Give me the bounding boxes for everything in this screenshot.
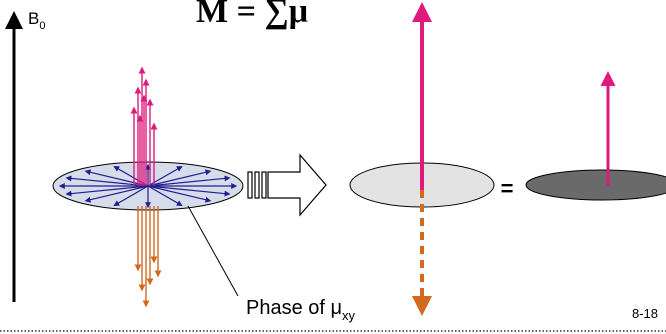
- leader-line: [188, 206, 238, 296]
- transition-arrow: [248, 155, 326, 215]
- phase-label: Phase of μxy: [246, 297, 356, 323]
- dark-disk: [526, 170, 666, 200]
- field-label: B0: [28, 9, 45, 32]
- slide-number: 8-18: [632, 306, 658, 321]
- formula: M = ∑μ: [196, 0, 308, 30]
- page: B0 M = ∑μ Phase of μxy = 8-18 (() => { c…: [0, 0, 666, 334]
- diagram: B0 M = ∑μ Phase of μxy = 8-18: [0, 0, 666, 334]
- spin-cone: [53, 68, 243, 306]
- equals-sign: =: [501, 176, 514, 201]
